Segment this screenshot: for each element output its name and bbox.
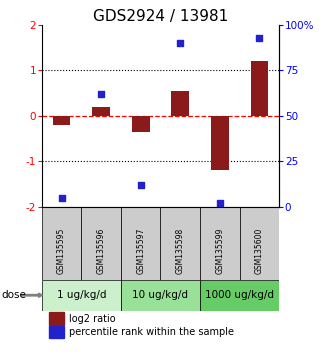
- Point: [99, 91, 104, 97]
- Text: GSM135595: GSM135595: [57, 228, 66, 274]
- Point: [59, 195, 64, 201]
- Bar: [121, 280, 200, 311]
- Bar: [42, 207, 81, 280]
- Text: GSM135598: GSM135598: [176, 228, 185, 274]
- Text: 1000 ug/kg/d: 1000 ug/kg/d: [205, 290, 274, 300]
- Text: GSM135600: GSM135600: [255, 228, 264, 274]
- Bar: [49, 326, 64, 338]
- Bar: [53, 116, 70, 125]
- Bar: [200, 207, 240, 280]
- Point: [178, 40, 183, 46]
- Point: [138, 182, 143, 188]
- Text: dose: dose: [2, 290, 26, 300]
- Text: 10 ug/kg/d: 10 ug/kg/d: [133, 290, 188, 300]
- Bar: [81, 207, 121, 280]
- Point: [217, 200, 222, 206]
- Point: [257, 35, 262, 40]
- Bar: [92, 107, 110, 116]
- Bar: [200, 280, 279, 311]
- Text: log2 ratio: log2 ratio: [69, 314, 116, 324]
- Bar: [251, 61, 268, 116]
- Bar: [211, 116, 229, 171]
- Text: GSM135597: GSM135597: [136, 228, 145, 274]
- Bar: [132, 116, 150, 132]
- Bar: [240, 207, 279, 280]
- Bar: [121, 207, 160, 280]
- Bar: [171, 91, 189, 116]
- Title: GDS2924 / 13981: GDS2924 / 13981: [93, 8, 228, 24]
- Text: 1 ug/kg/d: 1 ug/kg/d: [56, 290, 106, 300]
- Bar: [42, 280, 121, 311]
- Bar: [49, 313, 64, 325]
- Text: GSM135596: GSM135596: [97, 228, 106, 274]
- Text: percentile rank within the sample: percentile rank within the sample: [69, 327, 234, 337]
- Text: GSM135599: GSM135599: [215, 228, 224, 274]
- Bar: [160, 207, 200, 280]
